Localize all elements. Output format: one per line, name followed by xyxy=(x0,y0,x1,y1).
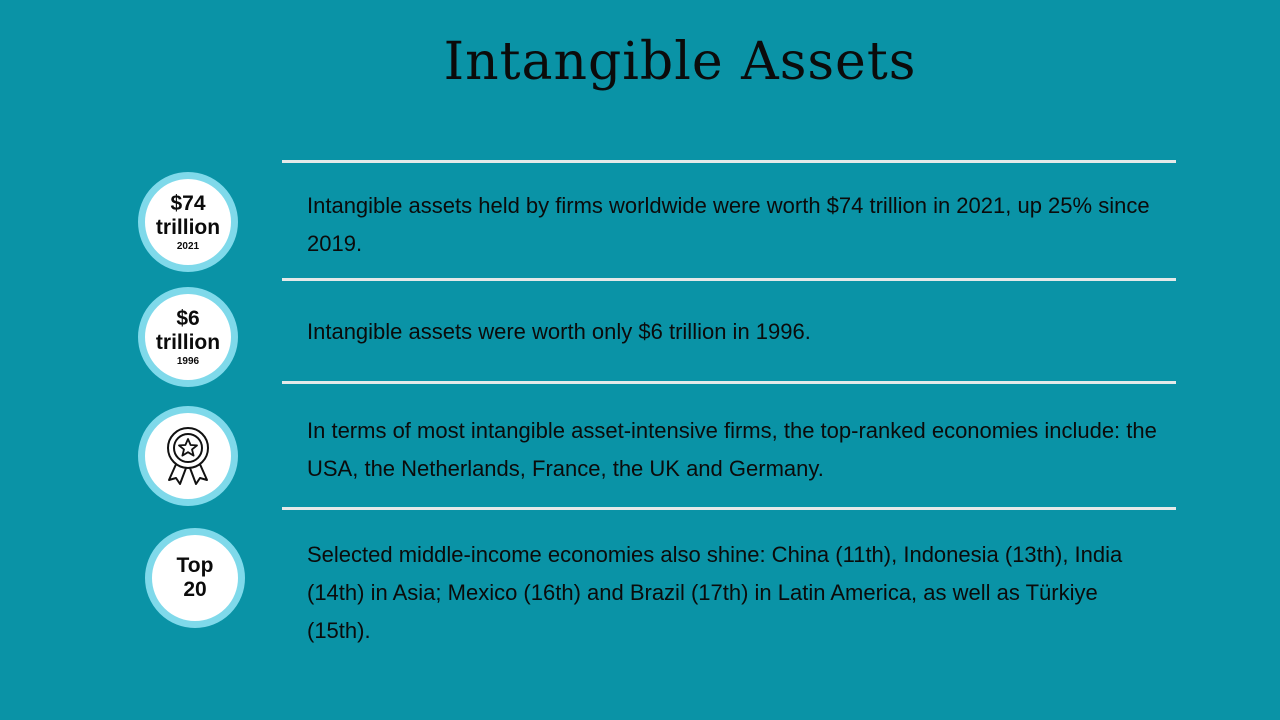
stat-badge-6-trillion: $6 trillion 1996 xyxy=(138,287,238,387)
badge-label: Top xyxy=(176,554,214,578)
badge-value: $6 xyxy=(176,306,200,330)
award-badge xyxy=(138,406,238,506)
item-text: Selected middle-income economies also sh… xyxy=(307,542,1123,643)
top-20-badge: Top 20 xyxy=(145,528,245,628)
item-text: In terms of most intangible asset-intens… xyxy=(307,418,1157,481)
award-ribbon-star-icon xyxy=(161,424,215,488)
badge-year: 2021 xyxy=(176,241,200,253)
item-text: Intangible assets held by firms worldwid… xyxy=(307,193,1150,256)
divider xyxy=(282,278,1176,281)
page-title: Intangible Assets xyxy=(443,32,917,92)
badge-value: $74 xyxy=(170,191,206,215)
badge-unit: trillion xyxy=(155,215,221,239)
badge-year: 1996 xyxy=(176,356,200,368)
divider xyxy=(282,381,1176,384)
badge-unit: trillion xyxy=(155,330,221,354)
divider xyxy=(282,507,1176,510)
item-text: Intangible assets were worth only $6 tri… xyxy=(307,319,811,344)
stat-badge-74-trillion: $74 trillion 2021 xyxy=(138,172,238,272)
badge-number: 20 xyxy=(183,578,207,601)
divider xyxy=(282,160,1176,163)
